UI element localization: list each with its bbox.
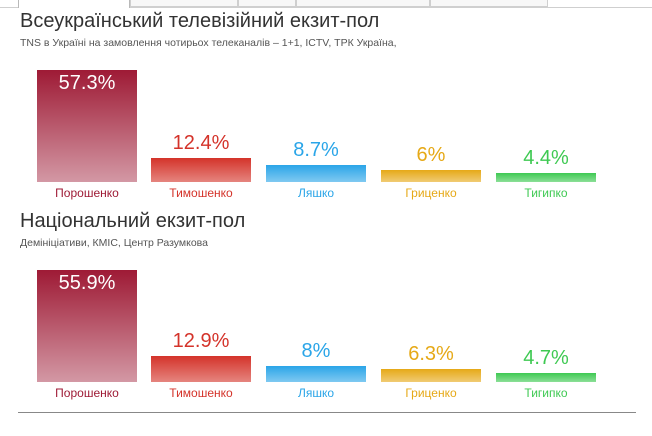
tab-2[interactable] xyxy=(130,0,238,7)
bar-hrytsenko xyxy=(381,369,481,382)
category-label: Порошенко xyxy=(55,186,119,200)
chart-section-tns: Всеукраїнський телевізійний екзит-пол TN… xyxy=(0,10,652,205)
bar-poroshenko xyxy=(37,270,137,382)
category-label: Тимошенко xyxy=(169,386,233,400)
tab-5[interactable] xyxy=(430,0,548,7)
bar-value-label: 4.7% xyxy=(523,347,569,369)
category-label: Ляшко xyxy=(297,386,335,400)
tab-4[interactable] xyxy=(296,0,430,7)
chart-subtitle: Демініціативи, КМІС, Центр Разумкова xyxy=(20,237,208,249)
bar-tymoshenko xyxy=(151,158,251,182)
bar-chart-national: 55.9% Порошенко 12.9% Тимошенко 8% Ляшко 6.3% Г… xyxy=(0,210,652,410)
bar-tymoshenko xyxy=(151,356,251,382)
tab-strip-border xyxy=(0,7,652,8)
category-label: Порошенко xyxy=(55,386,119,400)
chart-subtitle: TNS в Україні на замовлення чотирьох тел… xyxy=(20,37,397,49)
chart-section-national: Національний екзит-пол Демініціативи, КМ… xyxy=(0,210,652,405)
category-label: Тимошенко xyxy=(169,186,233,200)
bar-value-label: 8.7% xyxy=(293,139,339,161)
bar-value-label: 8% xyxy=(301,340,331,362)
bar-value-label: 55.9% xyxy=(58,272,116,294)
bar-poroshenko xyxy=(37,70,137,182)
category-label: Гриценко xyxy=(405,386,457,400)
category-label: Тигипко xyxy=(524,186,568,200)
chart-title: Національний екзит-пол xyxy=(20,210,246,232)
bar-value-label: 4.4% xyxy=(523,147,569,169)
category-label: Ляшко xyxy=(297,186,335,200)
tab-strip xyxy=(0,0,652,8)
bar-value-label: 12.9% xyxy=(172,330,230,352)
category-label: Тигипко xyxy=(524,386,568,400)
chart-title: Всеукраїнський телевізійний екзит-пол xyxy=(20,10,380,32)
bar-value-label: 6.3% xyxy=(408,343,454,365)
bar-hrytsenko xyxy=(381,170,481,182)
bar-chart-tns: 57.3% Порошенко 12.4% Тимошенко 8.7% Ляшко 6% Г… xyxy=(0,10,652,210)
bar-value-label: 57.3% xyxy=(58,72,116,94)
bar-liashko xyxy=(266,165,366,182)
tab-3[interactable] xyxy=(238,0,296,7)
bottom-divider xyxy=(18,412,636,413)
bar-value-label: 6% xyxy=(416,144,446,166)
bar-liashko xyxy=(266,366,366,382)
category-label: Гриценко xyxy=(405,186,457,200)
bar-tyhypko xyxy=(496,373,596,382)
bar-tyhypko xyxy=(496,173,596,182)
bar-value-label: 12.4% xyxy=(172,132,230,154)
tab-1[interactable] xyxy=(18,0,130,8)
